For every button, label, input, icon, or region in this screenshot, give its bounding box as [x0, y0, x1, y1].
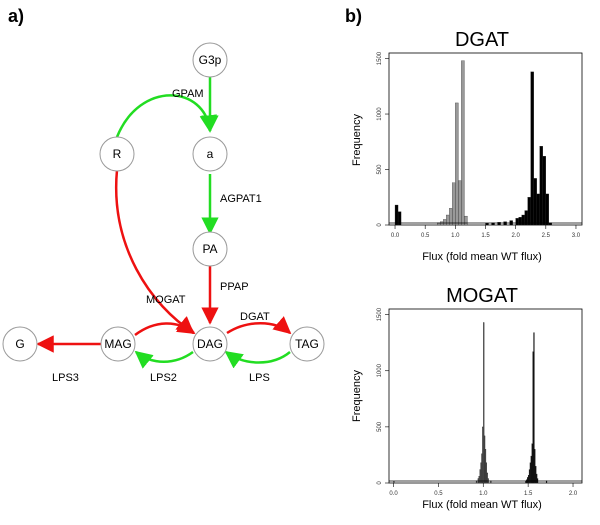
edge-dag-to-mag: [134, 350, 194, 369]
dgat-bar-s1-4: [497, 222, 501, 226]
dgat-x-tick-label-2: 1.0: [451, 233, 460, 239]
dgat-bar-s1-1: [397, 211, 402, 226]
node-label-g: G: [15, 337, 24, 351]
dgat-x-ticks: 0.0 0.5 1.0 1.5 2.0 2.5 3.0: [391, 225, 581, 239]
edge-r-to-dag: [114, 169, 196, 335]
network-diagram: GPAM AGPAT1 PPAP MOGAT LPS2 DGAT LPS LPS…: [2, 42, 325, 384]
dgat-bar-s0-4: [449, 208, 453, 226]
mogat-y-tick-label-3: 1500: [377, 307, 383, 321]
dgat-y-ticks: 0 500 1000 1500: [377, 51, 389, 227]
panel-label-a: a): [8, 6, 24, 26]
mogat-x-tick-label-0: 0.0: [389, 491, 398, 497]
dgat-x-tick-label-0: 0.0: [391, 233, 400, 239]
node-r: R: [99, 136, 135, 172]
mogat-y-tick-label-1: 500: [377, 421, 383, 432]
dgat-y-tick-label-2: 1000: [377, 107, 383, 121]
dgat-bar-s0-3: [446, 214, 450, 226]
chart-title-mogat: MOGAT: [446, 285, 518, 307]
mogat-bars: [389, 322, 582, 484]
dgat-bar-s0-2: [443, 219, 447, 226]
edge-label-gpam: GPAM: [172, 88, 204, 100]
dgat-bar-s0-6: [455, 102, 459, 226]
mogat-bar-s0-0: [393, 481, 395, 484]
dgat-y-tick-label-1: 500: [377, 164, 383, 175]
node-pa: PA: [192, 231, 228, 267]
dgat-bar-s0-7: [458, 180, 462, 226]
node-label-a: a: [207, 147, 214, 161]
mogat-bar-s1-9: [533, 332, 535, 484]
mogat-bar-s0-12: [486, 472, 488, 484]
node-tag: TAG: [289, 326, 325, 362]
node-g3p: G3p: [192, 42, 228, 78]
dgat-bar-s1-15: [539, 146, 543, 226]
dgat-histogram: DGAT 0.0 0.5 1.0 1.5 2.0 2.5 3.0 050010001500 …: [351, 29, 583, 263]
dgat-bar-s1-12: [530, 71, 534, 226]
dgat-x-tick-label-6: 3.0: [572, 233, 581, 239]
plot-frame-dgat: [388, 52, 583, 226]
dgat-bar-s1-17: [545, 193, 549, 226]
node-label-pa: PA: [202, 242, 217, 256]
dgat-bar-s1-13: [533, 178, 537, 226]
dgat-y-tick-label-3: 1500: [377, 51, 383, 65]
mogat-bar-s0-8: [483, 322, 485, 484]
node-g: G: [2, 326, 38, 362]
y-axis-label-dgat: Frequency: [351, 114, 363, 166]
node-label-tag: TAG: [295, 337, 319, 351]
y-axis-label-mogat: Frequency: [351, 370, 363, 422]
dgat-bar-s1-16: [542, 156, 546, 226]
dgat-bar-s1-2: [485, 223, 489, 226]
edge-mag-to-dag: [134, 316, 195, 337]
edge-label-lps2: LPS2: [150, 372, 177, 384]
node-mag: MAG: [100, 326, 136, 362]
dgat-bar-s1-11: [527, 197, 531, 226]
node-label-dag: DAG: [197, 337, 223, 351]
chart-title-dgat: DGAT: [455, 29, 509, 51]
mogat-y-ticks: 0 500 1000 1500: [377, 307, 389, 485]
dgat-bar-s1-8: [518, 217, 522, 226]
mogat-x-ticks: 0.0 0.5 1.0 1.5 2.0: [389, 483, 578, 497]
edge-label-mogat: MOGAT: [146, 294, 186, 306]
dgat-bar-s1-7: [515, 218, 519, 226]
edge-label-dgat: DGAT: [240, 311, 270, 323]
node-label-r: R: [113, 147, 122, 161]
dgat-x-tick-label-4: 2.0: [511, 233, 520, 239]
node-dag: DAG: [192, 326, 228, 362]
dgat-bar-s1-9: [521, 214, 525, 226]
dgat-bars: [389, 60, 582, 226]
dgat-bar-s1-14: [536, 193, 540, 226]
x-axis-label-mogat: Flux (fold mean WT flux): [422, 499, 542, 511]
edge-tag-to-dag: [224, 350, 291, 369]
edge-label-ppap: PPAP: [220, 281, 249, 293]
edge-dag-to-tag: [226, 316, 292, 335]
mogat-x-tick-label-1: 0.5: [434, 491, 443, 497]
node-label-mag: MAG: [104, 337, 131, 351]
edge-label-agpat1: AGPAT1: [220, 193, 262, 205]
dgat-bar-s0-9: [464, 215, 468, 226]
x-axis-label-dgat: Flux (fold mean WT flux): [422, 251, 542, 263]
edge-r-to-a: [115, 94, 217, 138]
edge-label-lps3: LPS3: [52, 372, 79, 384]
node-a: a: [192, 136, 228, 172]
mogat-x-tick-label-2: 1.0: [479, 491, 488, 497]
node-label-g3p: G3p: [199, 53, 222, 67]
mogat-y-tick-label-2: 1000: [377, 363, 383, 377]
dgat-x-tick-label-3: 1.5: [481, 233, 490, 239]
mogat-histogram: MOGAT 0.0 0.5 1.0 1.5 2.0 0 500 1000 1500 Flux …: [351, 285, 583, 511]
dgat-bar-s0-8: [461, 60, 465, 226]
dgat-x-tick-label-5: 2.5: [542, 233, 551, 239]
dgat-bar-s0-5: [452, 182, 456, 226]
mogat-x-tick-label-4: 2.0: [569, 491, 578, 497]
mogat-y-tick-label-0: 0: [377, 481, 383, 485]
dgat-x-tick-label-1: 0.5: [421, 233, 430, 239]
edge-label-lps: LPS: [249, 372, 270, 384]
dgat-y-tick-label-0: 0: [377, 223, 383, 227]
mogat-x-tick-label-3: 1.5: [524, 491, 533, 497]
panel-label-b: b): [345, 6, 362, 26]
dgat-bar-s1-0: [394, 204, 399, 226]
